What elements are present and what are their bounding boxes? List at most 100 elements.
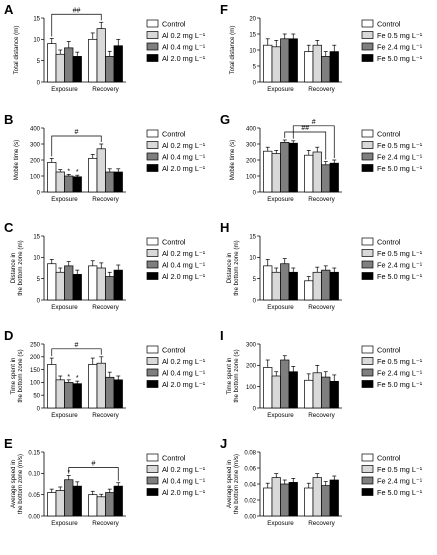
legend-swatch [146, 465, 159, 473]
panel-letter: F [220, 2, 228, 17]
legend-label: Control [162, 346, 186, 355]
panel-letter: C [4, 220, 14, 235]
bar [329, 271, 339, 301]
y-tick-label: 50 [33, 394, 40, 400]
legend-swatch [361, 260, 374, 269]
bar [271, 477, 281, 517]
y-tick-label: 0.02 [244, 498, 256, 504]
bar [64, 175, 74, 193]
y-tick-label: 10 [33, 256, 40, 262]
bar [329, 380, 339, 409]
legend-label: Al 0.2 mg L⁻¹ [162, 141, 206, 150]
panel-a: A 0 5 10 15 Total distance (m) Exposure Recover… [4, 2, 206, 93]
legend-swatch [146, 345, 159, 354]
bar [88, 38, 98, 83]
bar [55, 379, 65, 409]
bar [55, 53, 65, 83]
bar [312, 151, 322, 193]
bar [113, 45, 123, 83]
bar [312, 372, 322, 409]
y-tick-label: 0.04 [244, 482, 256, 488]
bar [47, 43, 57, 83]
legend-swatch [146, 42, 159, 51]
legend-swatch [361, 54, 374, 62]
bar [96, 148, 106, 193]
panel-c: C 0 5 10 15 Distance inthe bottom zone (m) Exp… [4, 220, 206, 311]
significance-bracket [284, 131, 327, 160]
y-axis-label-line: Distance in [226, 252, 233, 283]
bar [312, 44, 322, 83]
legend-swatch [146, 272, 159, 280]
x-tick-label: Exposure [267, 196, 294, 203]
bar [321, 269, 331, 301]
y-tick-label: 0.06 [244, 466, 256, 472]
y-tick-label: 10 [249, 256, 256, 262]
significance-bracket [51, 13, 102, 37]
legend-swatch [146, 488, 159, 496]
legend-swatch [361, 476, 374, 485]
bar [72, 274, 82, 301]
panel-j: J 0.00 0.02 0.04 0.06 0.08 Average speed inthe… [220, 436, 423, 527]
bar [113, 379, 123, 409]
y-tick-label: 15 [249, 234, 256, 240]
y-axis-label-line: Total distance (m) [229, 26, 236, 75]
significance-label: # [75, 129, 79, 136]
legend-label: Al 0.2 mg L⁻¹ [162, 249, 206, 258]
bar [113, 171, 123, 193]
y-tick-label: 0.00 [244, 514, 256, 520]
legend-swatch [361, 164, 374, 172]
x-tick-label: Exposure [267, 520, 294, 527]
panel-i: I 0 100 200 300 Time spent inthe bottom zone … [220, 328, 423, 419]
legend-swatch [146, 141, 159, 149]
x-tick-label: Recovery [308, 520, 335, 527]
y-tick-label: 0 [37, 406, 41, 412]
y-tick-label: 300 [246, 142, 257, 148]
bar [288, 271, 298, 301]
legend-label: Al 2.0 mg L⁻¹ [162, 380, 206, 389]
y-tick-label: 250 [30, 342, 41, 348]
bar [96, 362, 106, 409]
bar [55, 271, 65, 301]
x-tick-label: Exposure [51, 304, 78, 311]
bar [288, 371, 298, 409]
legend-swatch [361, 453, 374, 462]
bar [47, 364, 57, 409]
legend-label: Fe 5.0 mg L⁻¹ [377, 54, 423, 63]
bar [321, 485, 331, 517]
bar [271, 153, 281, 193]
bar [280, 483, 290, 517]
y-tick-label: 400 [30, 126, 41, 132]
legend-label: Fe 2.4 mg L⁻¹ [377, 261, 423, 270]
legend-label: Fe 0.5 mg L⁻¹ [377, 357, 423, 366]
bar [321, 376, 331, 409]
y-tick-label: 0 [253, 298, 257, 304]
legend-swatch [361, 237, 374, 246]
y-axis-label-line: Time spent in [10, 357, 17, 394]
x-tick-label: Exposure [267, 86, 294, 93]
y-axis-label-line: Average speed in [226, 459, 233, 508]
x-tick-label: Exposure [267, 304, 294, 311]
legend-swatch [361, 380, 374, 388]
legend-swatch [146, 380, 159, 388]
legend-swatch [361, 488, 374, 496]
y-tick-label: 0.10 [28, 472, 40, 478]
bar [280, 142, 290, 193]
y-axis-label-line: Distance in [10, 252, 17, 283]
bar [64, 265, 74, 301]
legend-swatch [361, 31, 374, 39]
legend-swatch [146, 453, 159, 462]
bar [96, 28, 106, 83]
legend-label: Al 0.2 mg L⁻¹ [162, 31, 206, 40]
legend-label: Fe 0.5 mg L⁻¹ [377, 31, 423, 40]
y-axis-label-line: Average speed in [10, 459, 17, 508]
bar [304, 487, 314, 517]
bar [304, 379, 314, 409]
y-axis-label: Mobile time (s) [229, 140, 236, 181]
significance-bracket [68, 467, 119, 481]
y-tick-label: 0 [37, 298, 41, 304]
bar [263, 487, 273, 517]
x-tick-label: Recovery [308, 86, 335, 93]
panel-b: B 0 100 200 300 400 Mobile time (s) Exposure Rec… [4, 112, 206, 203]
bar [263, 265, 273, 301]
legend-label: Fe 2.4 mg L⁻¹ [377, 153, 423, 162]
